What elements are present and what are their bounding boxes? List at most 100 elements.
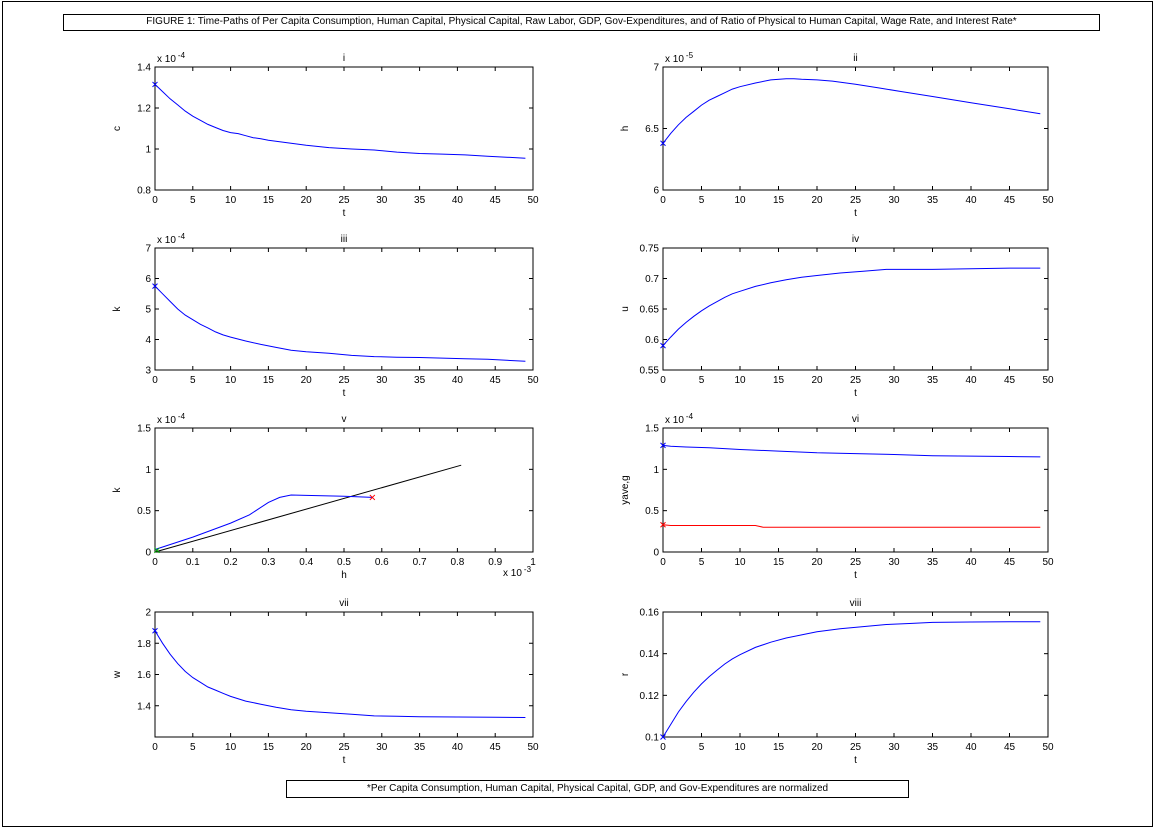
y-exponent-power: -5 bbox=[686, 51, 694, 60]
y-tick-label: 7 bbox=[653, 63, 659, 74]
y-exponent-power: -4 bbox=[178, 232, 186, 241]
data-marker bbox=[660, 734, 666, 740]
subplot-i: 0 5 10 15 20 25 30 35 40 45 50 0.8 1 1.2 1.4 i t c x 10 -4 bbox=[112, 51, 539, 219]
x-tick-label: 10 bbox=[734, 557, 746, 568]
subplot-iv: 0 5 10 15 20 25 30 35 40 45 50 0.55 0.6 0.65 0.7 0.75 iv… bbox=[620, 234, 1054, 399]
x-axis-label: t bbox=[854, 388, 857, 399]
y-tick-label: 0.8 bbox=[137, 186, 151, 197]
y-tick-label: 6 bbox=[653, 186, 659, 197]
data-marker bbox=[660, 140, 666, 147]
x-tick-label: 40 bbox=[965, 557, 977, 568]
y-tick-label: 1 bbox=[145, 465, 151, 476]
x-tick-label: 10 bbox=[734, 375, 746, 386]
subplot-title: vii bbox=[339, 598, 348, 609]
x-tick-label: 30 bbox=[888, 557, 900, 568]
x-tick-label: 20 bbox=[811, 557, 823, 568]
x-tick-label: 5 bbox=[699, 375, 705, 386]
y-tick-label: 2 bbox=[145, 608, 151, 619]
y-exponent-power: -4 bbox=[178, 412, 186, 421]
plot-area bbox=[154, 427, 534, 553]
x-tick-label: 5 bbox=[699, 195, 705, 206]
plot-area bbox=[662, 247, 1049, 371]
y-axis-label: h bbox=[620, 126, 631, 132]
x-axis-label: t bbox=[343, 388, 346, 399]
x-tick-label: 40 bbox=[452, 195, 464, 206]
y-tick-label: 0.1 bbox=[645, 733, 659, 744]
x-tick-label: 0.1 bbox=[186, 557, 200, 568]
data-marker bbox=[154, 547, 160, 554]
y-axis-label: r bbox=[620, 672, 631, 676]
y-tick-label: 7 bbox=[145, 244, 151, 255]
y-tick-label: 0.12 bbox=[640, 691, 660, 702]
y-tick-label: 4 bbox=[145, 335, 151, 346]
x-tick-label: 0.2 bbox=[224, 557, 238, 568]
series-line bbox=[154, 464, 462, 553]
series-line bbox=[154, 84, 526, 159]
x-tick-label: 15 bbox=[773, 375, 785, 386]
x-tick-label: 0 bbox=[152, 195, 158, 206]
x-tick-label: 0 bbox=[152, 742, 158, 753]
subplot-ii: 0 5 10 15 20 25 30 35 40 45 50 6 6.5 7 ii t h x 10 -5 bbox=[620, 51, 1054, 219]
x-tick-label: 0 bbox=[152, 375, 158, 386]
x-tick-label: 25 bbox=[850, 195, 862, 206]
x-tick-label: 0 bbox=[660, 195, 666, 206]
x-tick-label: 5 bbox=[699, 557, 705, 568]
x-tick-label: 35 bbox=[927, 195, 939, 206]
data-marker bbox=[660, 442, 666, 449]
x-tick-label: 25 bbox=[338, 375, 350, 386]
x-axis-label: t bbox=[854, 570, 857, 581]
y-tick-label: 1.5 bbox=[137, 424, 151, 435]
x-tick-label: 30 bbox=[376, 742, 388, 753]
y-axis-label: c bbox=[112, 126, 123, 131]
x-tick-label: 50 bbox=[1042, 375, 1054, 386]
x-tick-label: 10 bbox=[734, 742, 746, 753]
data-marker bbox=[152, 627, 158, 634]
x-tick-label: 15 bbox=[263, 375, 275, 386]
x-tick-label: 20 bbox=[811, 742, 823, 753]
x-tick-label: 10 bbox=[225, 195, 237, 206]
y-tick-label: 1 bbox=[145, 145, 151, 156]
y-tick-label: 6 bbox=[145, 274, 151, 285]
plot-area bbox=[662, 611, 1049, 738]
y-exponent-label: x 10 -4 bbox=[157, 412, 186, 426]
subplot-title: iv bbox=[852, 234, 859, 245]
x-tick-label: 0.6 bbox=[375, 557, 389, 568]
x-tick-label: 1 bbox=[530, 557, 536, 568]
x-tick-label: 30 bbox=[888, 195, 900, 206]
y-axis-label: k bbox=[112, 487, 123, 493]
x-tick-label: 20 bbox=[301, 742, 313, 753]
plot-area bbox=[662, 66, 1049, 191]
x-tick-label: 35 bbox=[414, 742, 426, 753]
subplot-title: viii bbox=[850, 598, 862, 609]
y-exponent-label: x 10 -4 bbox=[157, 51, 186, 65]
y-tick-label: 1.8 bbox=[137, 639, 151, 650]
x-tick-label: 50 bbox=[1042, 195, 1054, 206]
subplot-title: v bbox=[342, 414, 347, 425]
x-tick-label: 30 bbox=[376, 195, 388, 206]
x-tick-label: 50 bbox=[1042, 557, 1054, 568]
x-tick-label: 15 bbox=[263, 742, 275, 753]
y-exponent-base: x 10 bbox=[665, 54, 684, 65]
x-tick-label: 0.8 bbox=[450, 557, 464, 568]
subplot-title: iii bbox=[341, 234, 348, 245]
x-tick-label: 20 bbox=[301, 375, 313, 386]
x-tick-label: 50 bbox=[1042, 742, 1054, 753]
y-tick-label: 0 bbox=[145, 548, 151, 559]
x-axis-label: t bbox=[854, 208, 857, 219]
data-marker bbox=[660, 342, 666, 349]
series-line bbox=[662, 444, 1041, 458]
x-axis-label: h bbox=[341, 570, 347, 581]
x-tick-label: 25 bbox=[850, 557, 862, 568]
subplot-v: 0 0.1 0.2 0.3 0.4 0.5 0.6 0.7 0.8 0.9 1 0 0.5 1 1.5 v h k… bbox=[112, 412, 536, 581]
x-tick-label: 0.5 bbox=[337, 557, 351, 568]
y-tick-label: 0.75 bbox=[640, 244, 660, 255]
x-tick-label: 30 bbox=[376, 375, 388, 386]
x-tick-label: 5 bbox=[699, 742, 705, 753]
series-line bbox=[154, 630, 526, 718]
y-tick-label: 1.4 bbox=[137, 63, 151, 74]
x-tick-label: 40 bbox=[965, 742, 977, 753]
figure-title: FIGURE 1: Time-Paths of Per Capita Consu… bbox=[63, 14, 1100, 31]
y-tick-label: 6.5 bbox=[645, 124, 659, 135]
